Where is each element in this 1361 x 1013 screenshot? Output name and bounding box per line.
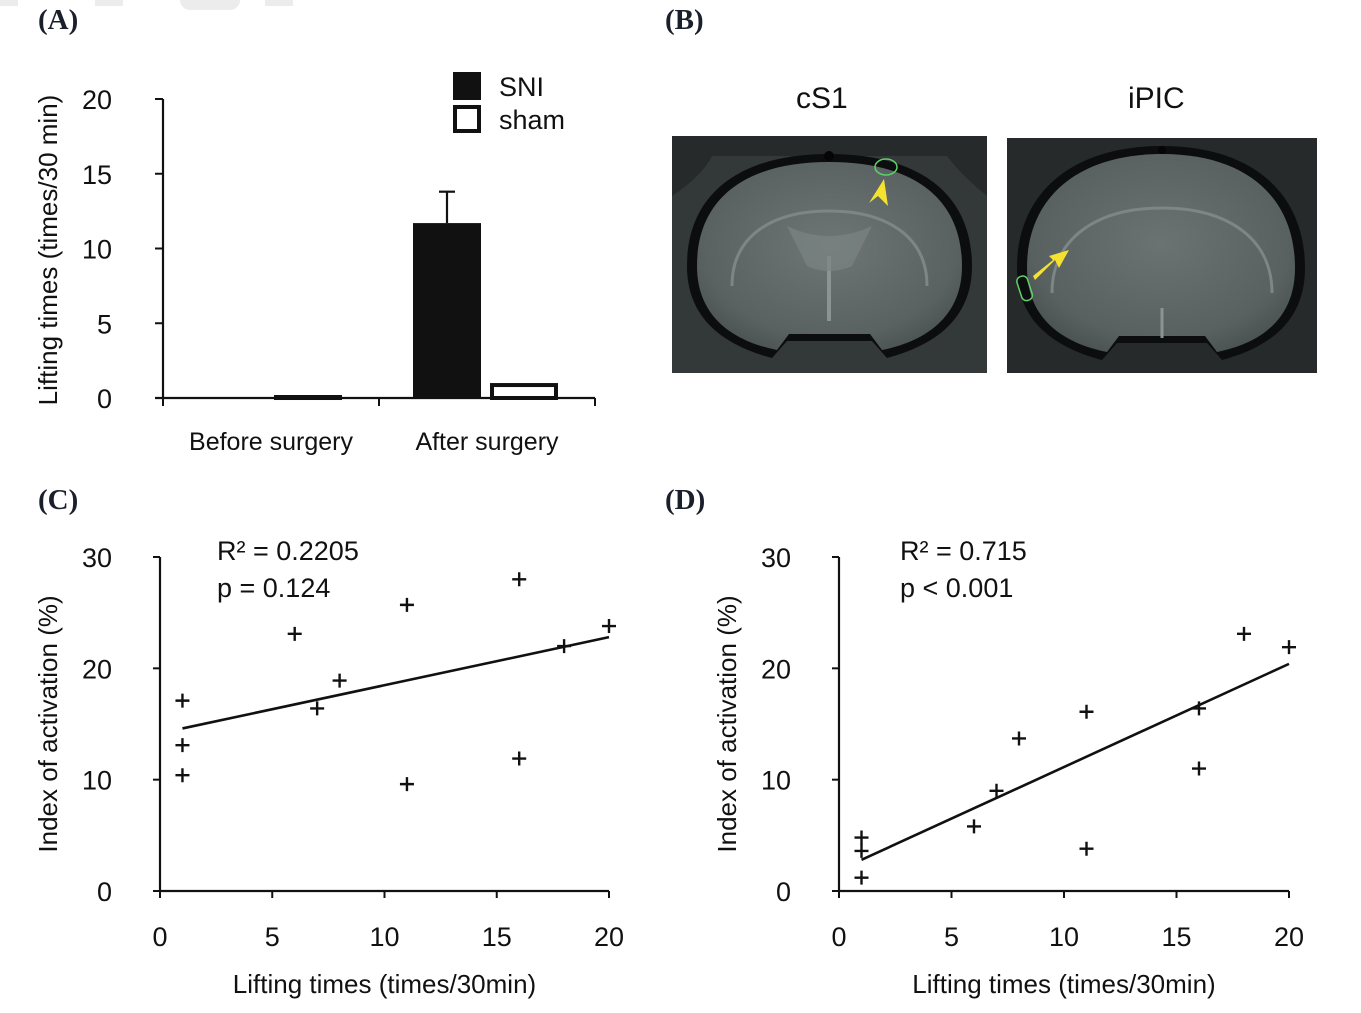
legend-label-sni: SNI [499,72,544,102]
data-point [1237,626,1251,641]
x-tick-label: 20 [1274,922,1304,952]
panel-label-c: (C) [38,484,79,516]
legend-label-sham: sham [499,105,565,135]
x-tick-label: After surgery [415,428,559,456]
data-point [1012,731,1026,746]
data-point [310,701,325,716]
y-tick-label: 20 [761,654,791,684]
data-point [512,572,527,587]
y-tick-label: 20 [82,85,112,115]
legend-swatch-sni [453,72,481,100]
legend-swatch-sham [453,105,481,133]
y-tick-label: 30 [82,543,112,573]
data-point [175,693,190,708]
x-tick-label: 10 [1049,922,1079,952]
panel-label-b: (B) [665,4,704,36]
y-tick-label: 10 [761,766,791,796]
data-point [175,768,190,783]
x-axis-label: Lifting times (times/30min) [912,969,1215,999]
data-point [854,843,869,858]
data-point [399,777,414,792]
x-tick-label: 5 [944,922,959,952]
y-tick-label: 0 [776,877,791,907]
p-value-annotation: p < 0.001 [900,573,1013,603]
panel-label-d: (D) [665,484,706,516]
mri-title-ipic: iPIC [1128,82,1185,115]
panel-label-a: (A) [38,4,79,36]
brain-scan-cs1 [672,136,987,373]
data-point [557,639,572,654]
watermark-shape [95,0,123,6]
y-axis-label: Lifting times (times/30 min) [33,95,63,406]
roi-marker [1016,275,1034,302]
data-point [175,738,190,753]
bar-sham [490,383,558,400]
y-tick-label: 10 [82,766,112,796]
y-tick-label: 20 [82,654,112,684]
data-point [399,597,414,612]
data-point [287,626,302,641]
y-tick-label: 0 [97,877,112,907]
brain-scan-ipic [1007,138,1317,373]
data-point [1282,640,1296,655]
data-point [1192,761,1206,776]
y-axis-label: Index of activation (%) [712,595,742,852]
data-point [602,619,616,634]
bar-sham [274,395,342,401]
y-tick-label: 30 [761,543,791,573]
arrow-icon [869,179,888,206]
x-tick-label: 0 [831,922,846,952]
watermark-shape [180,0,240,10]
y-tick-label: 0 [97,384,112,414]
arrow-icon [1033,250,1069,280]
data-point [332,673,347,688]
mri-image-ipic [1007,138,1317,373]
x-tick-label: 5 [265,922,280,952]
y-tick-label: 15 [82,160,112,190]
x-axis-label: Lifting times (times/30min) [233,969,536,999]
x-tick-label: 20 [594,922,624,952]
roi-marker [874,158,898,176]
x-tick-label: 15 [482,922,512,952]
trend-line [860,662,1290,862]
mri-title-cs1: cS1 [796,82,848,115]
r-squared-annotation: R² = 0.2205 [217,536,359,566]
x-tick-label: 0 [152,922,167,952]
p-value-annotation: p = 0.124 [217,573,330,603]
mri-image-cs1 [672,136,987,373]
data-point [1079,841,1094,856]
watermark-shape [265,0,293,6]
watermark-shape [0,0,18,6]
data-point [967,819,981,834]
bar-sni [413,223,481,398]
data-point [989,783,1004,798]
trend-line [182,635,610,730]
r-squared-annotation: R² = 0.715 [900,536,1027,566]
x-tick-label: 15 [1161,922,1191,952]
y-axis-label: Index of activation (%) [33,595,63,852]
data-point [854,830,869,845]
data-point [854,870,869,885]
y-tick-label: 10 [82,235,112,265]
data-point [1192,701,1206,716]
x-tick-label: 10 [369,922,399,952]
y-tick-label: 5 [97,309,112,339]
data-point [1079,704,1094,719]
x-tick-label: Before surgery [189,428,353,456]
data-point [512,751,527,766]
